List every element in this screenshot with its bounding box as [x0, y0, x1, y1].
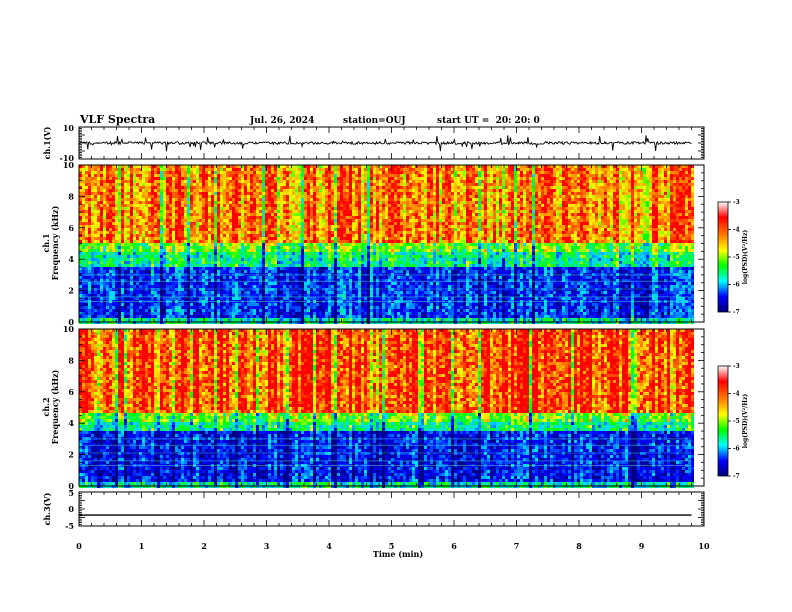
freq-tick-label: 0	[68, 317, 74, 327]
x-tick-label: 0	[76, 541, 82, 551]
x-tick-label: 8	[576, 541, 582, 551]
ch2-spectrogram-ylabel-channel: ch.2	[41, 397, 51, 416]
freq-tick-label: 4	[68, 418, 74, 428]
colorbar-tick-label: -7	[733, 309, 740, 316]
ch3-ytick-mid: 0	[68, 504, 74, 514]
ch2-colorbar-label: log(PSD)(V²/Hz)	[742, 394, 749, 449]
start-ut-label: start UT = 20: 20: 0	[437, 116, 540, 126]
colorbar-tick-label: -3	[733, 199, 740, 206]
chart-title: VLF Spectra	[79, 113, 155, 126]
freq-tick-label: 4	[68, 254, 74, 264]
colorbar-tick-label: -5	[733, 418, 740, 425]
freq-tick-label: 6	[68, 387, 74, 397]
freq-tick-label: 10	[63, 160, 75, 170]
freq-tick-label: 0	[68, 481, 74, 491]
x-tick-label: 7	[514, 541, 520, 551]
ch1-waveform-trace	[79, 135, 692, 152]
x-tick-label: 1	[139, 541, 145, 551]
freq-tick-label: 2	[68, 286, 74, 296]
x-axis-label: Time (min)	[373, 549, 423, 559]
colorbar-tick-label: -6	[733, 282, 740, 289]
colorbar-tick-label: -3	[733, 363, 740, 370]
x-tick-label: 5	[389, 541, 395, 551]
freq-tick-label: 6	[68, 223, 74, 233]
ch1-waveform-panel: 10 -10 ch.1(V)	[42, 123, 705, 163]
freq-tick-label: 2	[68, 450, 74, 460]
x-tick-label: 10	[698, 541, 710, 551]
ch3-ytick-top: 5	[68, 488, 74, 498]
x-tick-label: 4	[326, 541, 332, 551]
colorbar-tick-label: -4	[733, 227, 740, 234]
ch1-spectrogram-image	[79, 165, 694, 324]
ch2-colorbar: -3 -4 -5 -6 -7 log(PSD)(V²/Hz)	[717, 363, 749, 480]
ch1-colorbar: -3 -4 -5 -6 -7 log(PSD)(V²/Hz)	[717, 199, 749, 316]
ch3-waveform-ylabel: ch.3(V)	[42, 492, 52, 525]
ch3-ytick-bottom: -5	[65, 521, 74, 531]
ch1-spectrogram-ylabel-freq: Frequency (kHz)	[50, 205, 60, 280]
x-tick-label: 6	[451, 541, 457, 551]
x-tick-label: 2	[201, 541, 207, 551]
colorbar-tick-label: -5	[733, 254, 740, 261]
colorbar-tick-label: -6	[733, 446, 740, 453]
colorbar-tick-label: -4	[733, 391, 740, 398]
ch3-waveform-panel: 5 0 -5 ch.3(V)	[42, 488, 705, 531]
ch1-spectrogram-panel: 0 2 4 6 8 10 ch.1 Frequency (kHz)	[41, 160, 705, 327]
ch1-ytick-bottom: -10	[60, 153, 75, 163]
station-label: station=OUJ	[343, 116, 406, 126]
ch2-spectrogram-image	[79, 329, 694, 488]
ch2-spectrogram-panel: 0 2 4 6 8 10 ch.2 Frequency (kHz)	[41, 324, 705, 491]
ch2-colorbar-gradient	[717, 365, 729, 477]
ch1-spectrogram-ylabel-channel: ch.1	[41, 233, 51, 252]
ch2-spectrogram-ylabel-freq: Frequency (kHz)	[50, 369, 60, 444]
freq-tick-label: 8	[68, 191, 74, 201]
freq-tick-label: 10	[63, 324, 75, 334]
date-label: Jul. 26, 2024	[249, 116, 314, 126]
ch1-colorbar-label: log(PSD)(V²/Hz)	[742, 230, 749, 285]
ch1-colorbar-gradient	[717, 201, 729, 313]
freq-tick-label: 8	[68, 355, 74, 365]
x-tick-label: 3	[264, 541, 270, 551]
colorbar-tick-label: -7	[733, 473, 740, 480]
x-tick-label: 9	[639, 541, 645, 551]
ch1-ytick-top: 10	[63, 123, 75, 133]
ch1-waveform-ylabel: ch.1(V)	[42, 126, 52, 159]
